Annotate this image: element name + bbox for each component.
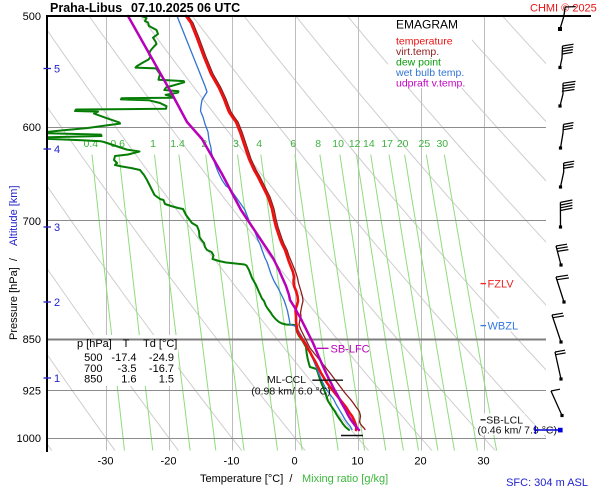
svg-text:10: 10 <box>332 138 344 150</box>
svg-text:-16.7: -16.7 <box>149 363 174 375</box>
svg-text:20: 20 <box>397 138 409 150</box>
svg-text:1000: 1000 <box>17 433 41 445</box>
svg-text:T: T <box>123 338 130 350</box>
svg-text:WBZL: WBZL <box>488 321 519 333</box>
svg-text:600: 600 <box>23 122 41 134</box>
svg-text:-24.9: -24.9 <box>149 352 174 364</box>
svg-text:CHMI © 2025: CHMI © 2025 <box>530 3 597 15</box>
svg-text:850: 850 <box>84 373 102 385</box>
svg-text:udpraft v.temp.: udpraft v.temp. <box>396 78 465 90</box>
svg-text:14: 14 <box>363 138 375 150</box>
svg-text:-3.5: -3.5 <box>118 363 137 375</box>
svg-text:4: 4 <box>54 144 60 156</box>
svg-text:700: 700 <box>84 363 102 375</box>
svg-text:SB-LCL: SB-LCL <box>486 414 523 426</box>
svg-text:12: 12 <box>349 138 361 150</box>
svg-text:(0.46 km/ 7.9 °C): (0.46 km/ 7.9 °C) <box>478 425 557 437</box>
svg-text:0: 0 <box>291 456 297 468</box>
svg-text:20: 20 <box>414 456 426 468</box>
svg-text:EMAGRAM: EMAGRAM <box>396 18 458 32</box>
svg-text:8: 8 <box>315 138 321 150</box>
svg-text:07.10.2025 06 UTC: 07.10.2025 06 UTC <box>131 1 240 15</box>
svg-text:-30: -30 <box>98 456 114 468</box>
svg-text:30: 30 <box>436 138 448 150</box>
svg-text:(0.98 km/ 6.0 °C): (0.98 km/ 6.0 °C) <box>251 386 330 398</box>
svg-text:-20: -20 <box>161 456 177 468</box>
svg-text:700: 700 <box>23 216 41 228</box>
svg-text:850: 850 <box>23 334 41 346</box>
svg-text:925: 925 <box>23 386 41 398</box>
svg-text:6: 6 <box>290 138 296 150</box>
svg-text:virt.temp.: virt.temp. <box>396 46 439 58</box>
svg-text:1.6: 1.6 <box>121 373 136 385</box>
svg-text:1.5: 1.5 <box>159 373 174 385</box>
svg-text:-10: -10 <box>224 456 240 468</box>
svg-text:Temperature [°C] /: Temperature [°C] / <box>200 473 293 485</box>
svg-text:p [hPa]: p [hPa] <box>77 338 112 350</box>
svg-text:500: 500 <box>84 352 102 364</box>
svg-text:1: 1 <box>54 373 60 385</box>
svg-text:Td [°C]: Td [°C] <box>143 338 177 350</box>
svg-text:SB-LFC: SB-LFC <box>331 343 370 355</box>
svg-text:Pressure [hPa] /: Pressure [hPa] / <box>8 257 20 340</box>
svg-text:17: 17 <box>381 138 393 150</box>
svg-text:Mixing ratio [g/kg]: Mixing ratio [g/kg] <box>302 473 388 485</box>
svg-text:5: 5 <box>54 64 60 76</box>
svg-text:3: 3 <box>54 222 60 234</box>
svg-text:1.4: 1.4 <box>170 138 185 150</box>
svg-text:3: 3 <box>233 138 239 150</box>
svg-text:1: 1 <box>150 138 156 150</box>
svg-text:FZLV: FZLV <box>488 279 515 291</box>
svg-text:-17.4: -17.4 <box>111 352 136 364</box>
svg-text:dew point: dew point <box>396 57 441 69</box>
svg-text:10: 10 <box>351 456 363 468</box>
svg-text:4: 4 <box>256 138 262 150</box>
svg-text:ML-CCL: ML-CCL <box>267 374 306 386</box>
svg-text:2: 2 <box>54 297 60 309</box>
svg-text:25: 25 <box>419 138 431 150</box>
svg-text:Altitude [km]: Altitude [km] <box>8 185 20 246</box>
svg-text:temperature: temperature <box>396 36 453 48</box>
svg-text:Praha-Libus: Praha-Libus <box>50 1 122 15</box>
svg-text:500: 500 <box>23 11 41 23</box>
svg-text:wet bulb temp.: wet bulb temp. <box>395 67 464 79</box>
svg-text:SFC: 304 m ASL: SFC: 304 m ASL <box>506 477 588 489</box>
svg-text:30: 30 <box>477 456 489 468</box>
